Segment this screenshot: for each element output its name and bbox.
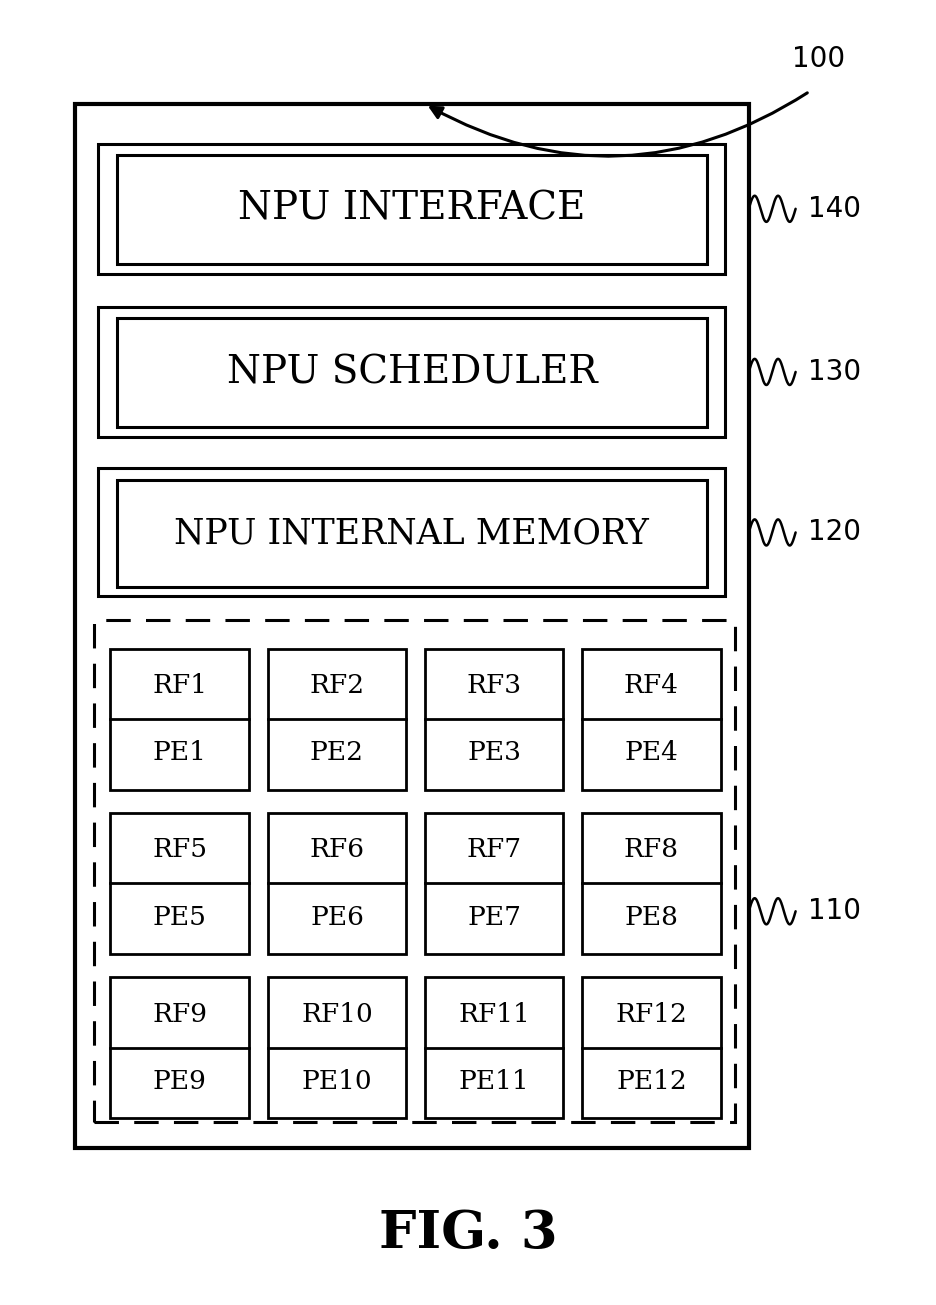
Text: PE7: PE7 bbox=[467, 904, 521, 929]
Text: RF9: RF9 bbox=[153, 1002, 207, 1027]
Text: PE3: PE3 bbox=[467, 740, 521, 765]
Text: PE11: PE11 bbox=[459, 1069, 530, 1094]
Bar bbox=[94, 620, 735, 1122]
Text: 130: 130 bbox=[808, 358, 861, 386]
Text: RF2: RF2 bbox=[310, 673, 364, 698]
Text: PE10: PE10 bbox=[301, 1069, 373, 1094]
Text: RF6: RF6 bbox=[310, 838, 364, 863]
Text: RF10: RF10 bbox=[301, 1002, 373, 1027]
Text: PE2: PE2 bbox=[310, 740, 364, 765]
Text: NPU SCHEDULER: NPU SCHEDULER bbox=[227, 354, 597, 392]
Bar bbox=[425, 649, 563, 790]
Text: RF7: RF7 bbox=[467, 838, 521, 863]
Bar bbox=[110, 649, 249, 790]
Bar bbox=[425, 977, 563, 1118]
Text: FIG. 3: FIG. 3 bbox=[379, 1207, 557, 1259]
Text: 120: 120 bbox=[808, 518, 861, 547]
Bar bbox=[75, 104, 749, 1148]
Bar bbox=[110, 813, 249, 954]
Bar bbox=[98, 307, 725, 437]
Text: PE8: PE8 bbox=[624, 904, 679, 929]
Bar bbox=[425, 813, 563, 954]
Bar bbox=[268, 813, 406, 954]
Text: PE9: PE9 bbox=[153, 1069, 207, 1094]
Bar bbox=[117, 480, 707, 587]
Text: RF3: RF3 bbox=[467, 673, 521, 698]
Text: 100: 100 bbox=[793, 44, 845, 73]
Text: RF8: RF8 bbox=[624, 838, 679, 863]
Text: PE12: PE12 bbox=[616, 1069, 687, 1094]
Text: NPU INTERFACE: NPU INTERFACE bbox=[238, 191, 586, 228]
Text: RF1: RF1 bbox=[153, 673, 207, 698]
Bar bbox=[582, 649, 721, 790]
Bar bbox=[117, 318, 707, 427]
Text: 110: 110 bbox=[808, 898, 861, 925]
Bar bbox=[582, 977, 721, 1118]
Bar bbox=[268, 977, 406, 1118]
Text: RF12: RF12 bbox=[616, 1002, 687, 1027]
Text: RF5: RF5 bbox=[153, 838, 207, 863]
Text: PE5: PE5 bbox=[153, 904, 207, 929]
Bar bbox=[110, 977, 249, 1118]
Text: NPU INTERNAL MEMORY: NPU INTERNAL MEMORY bbox=[174, 517, 650, 551]
Text: PE1: PE1 bbox=[153, 740, 207, 765]
Bar bbox=[582, 813, 721, 954]
Text: PE6: PE6 bbox=[310, 904, 364, 929]
Text: RF4: RF4 bbox=[624, 673, 679, 698]
Text: PE4: PE4 bbox=[624, 740, 679, 765]
Bar bbox=[268, 649, 406, 790]
Text: 140: 140 bbox=[808, 194, 861, 223]
Bar bbox=[117, 155, 707, 264]
Bar bbox=[98, 468, 725, 596]
Bar bbox=[98, 144, 725, 274]
Text: RF11: RF11 bbox=[459, 1002, 530, 1027]
